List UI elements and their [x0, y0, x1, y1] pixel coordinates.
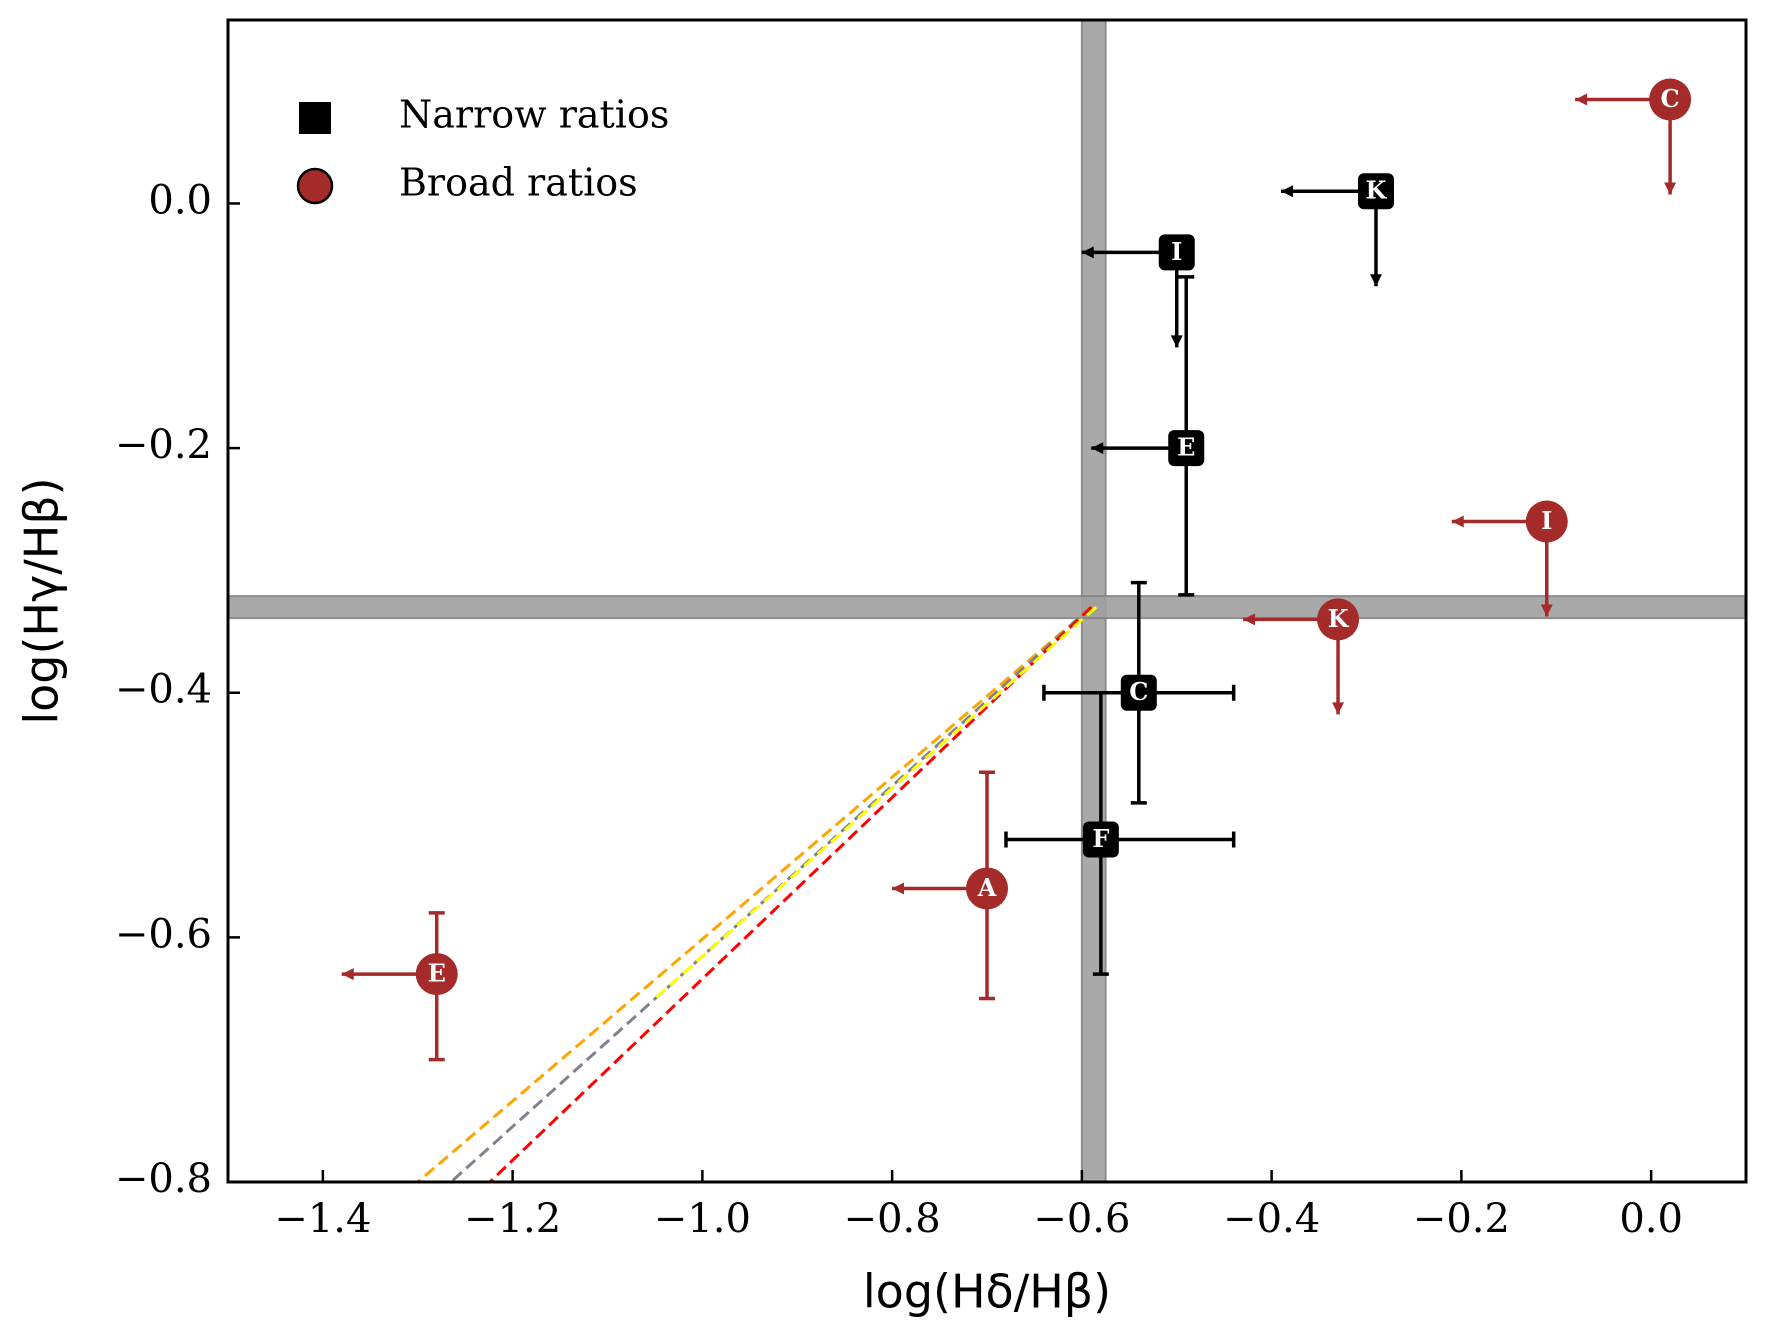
- marker-label: K: [1328, 604, 1350, 633]
- marker: [1649, 78, 1692, 121]
- legend-marker: [299, 102, 331, 134]
- marker-label: E: [1177, 433, 1195, 462]
- y-tick-label: 0.0: [148, 177, 212, 223]
- marker-label: I: [1171, 237, 1182, 266]
- legend-label: Broad ratios: [399, 161, 638, 205]
- x-limit-arrow-head: [1451, 515, 1464, 528]
- x-tick-label: −1.2: [464, 1196, 561, 1242]
- x-limit-arrow-head: [1575, 93, 1588, 106]
- y-limit-arrow-head: [1664, 182, 1677, 195]
- y-tick-label: −0.6: [115, 911, 212, 957]
- y-limit-arrow-head: [1540, 604, 1553, 617]
- marker-label: C: [1661, 84, 1680, 113]
- x-limit-arrow-head: [1280, 185, 1293, 198]
- x-tick-label: −0.4: [1223, 1196, 1320, 1242]
- x-axis-label: log(Hδ/Hβ): [863, 1265, 1111, 1319]
- model-line: [488, 606, 1093, 1184]
- x-limit-arrow-head: [1081, 246, 1094, 259]
- marker: [966, 867, 1008, 910]
- x-tick-label: −1.4: [274, 1196, 371, 1242]
- x-limit-arrow-head: [892, 882, 904, 895]
- marker: [1317, 598, 1360, 641]
- y-limit-arrow-head: [1369, 274, 1382, 287]
- x-tick-label: −0.2: [1413, 1196, 1510, 1242]
- marker-label: F: [1092, 824, 1109, 853]
- legend-marker: [296, 167, 334, 205]
- marker: [1357, 173, 1394, 210]
- band: [227, 595, 1747, 620]
- legend-label: Narrow ratios: [399, 93, 669, 137]
- plot-frame: [226, 18, 1748, 1184]
- marker-label: I: [1541, 506, 1552, 535]
- y-limit-arrow-head: [1170, 335, 1183, 348]
- x-limit-arrow-head: [1091, 442, 1104, 455]
- marker: [1120, 674, 1157, 711]
- x-tick-label: 0.0: [1619, 1196, 1683, 1242]
- marker: [1082, 821, 1119, 858]
- x-limit-arrow-head: [1243, 613, 1256, 626]
- y-limit-arrow-head: [1332, 702, 1345, 715]
- x-limit-arrow-head: [341, 968, 354, 981]
- marker: [1168, 430, 1205, 467]
- marker-label: K: [1366, 176, 1388, 205]
- marker-label: C: [1129, 677, 1148, 706]
- marker-label: A: [977, 873, 997, 902]
- model-line: [416, 605, 1093, 1184]
- y-tick-label: −0.4: [115, 667, 212, 713]
- y-tick-label: −0.2: [115, 422, 212, 468]
- y-axis-label: log(Hγ/Hβ): [15, 477, 69, 724]
- marker-label: E: [428, 959, 446, 988]
- x-tick-label: −0.6: [1033, 1196, 1130, 1242]
- marker: [1158, 234, 1195, 271]
- x-tick-label: −1.0: [654, 1196, 751, 1242]
- y-tick-label: −0.8: [115, 1156, 212, 1202]
- marker: [415, 953, 458, 996]
- model-line: [653, 605, 1098, 1000]
- x-tick-label: −0.8: [844, 1196, 941, 1242]
- marker: [1525, 500, 1568, 543]
